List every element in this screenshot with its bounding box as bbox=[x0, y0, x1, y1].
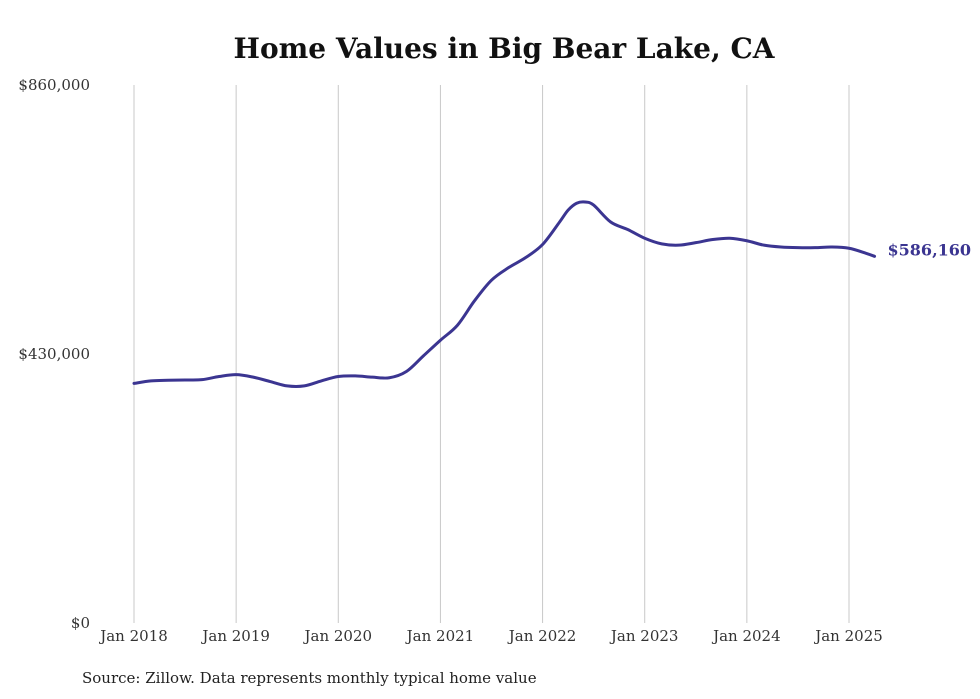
data-point bbox=[371, 376, 374, 379]
data-point bbox=[711, 238, 714, 241]
data-point bbox=[694, 241, 697, 244]
data-point bbox=[456, 324, 459, 327]
data-point bbox=[354, 374, 357, 377]
x-axis: Jan 2018 Jan 2019 Jan 2020 Jan 2021 Jan 2022… bbox=[98, 627, 883, 645]
x-tick-label: Jan 2020 bbox=[303, 627, 373, 645]
data-point bbox=[337, 375, 340, 378]
series-line bbox=[132, 200, 877, 388]
x-tick-label: Jan 2024 bbox=[711, 627, 781, 645]
end-value-label: $586,160 bbox=[888, 240, 972, 259]
x-tick-label: Jan 2021 bbox=[405, 627, 475, 645]
data-point bbox=[133, 382, 136, 385]
series-layer: $586,160 bbox=[132, 200, 972, 388]
grid-lines bbox=[133, 85, 850, 623]
x-tick-label: Jan 2025 bbox=[813, 627, 883, 645]
data-point bbox=[269, 380, 272, 383]
data-point bbox=[626, 228, 629, 231]
y-tick-label: $430,000 bbox=[18, 345, 90, 363]
data-point bbox=[218, 375, 221, 378]
data-point bbox=[592, 204, 595, 207]
x-tick-label: Jan 2022 bbox=[507, 627, 577, 645]
data-point bbox=[507, 266, 510, 269]
data-point bbox=[609, 221, 612, 224]
data-point bbox=[150, 379, 153, 382]
data-point bbox=[575, 202, 578, 205]
data-point bbox=[473, 299, 476, 302]
data-point bbox=[252, 376, 255, 379]
data-point bbox=[303, 384, 306, 387]
data-point bbox=[286, 384, 289, 387]
data-point bbox=[388, 376, 391, 379]
x-tick-label: Jan 2023 bbox=[609, 627, 679, 645]
data-point bbox=[660, 242, 663, 245]
data-point bbox=[184, 378, 187, 381]
data-point bbox=[320, 379, 323, 382]
data-point bbox=[541, 243, 544, 246]
data-point bbox=[235, 373, 238, 376]
data-point bbox=[677, 244, 680, 247]
y-axis: $860,000 $430,000 $0 bbox=[18, 76, 90, 632]
chart-title: Home Values in Big Bear Lake, CA bbox=[234, 32, 776, 65]
data-point bbox=[558, 221, 561, 224]
data-point bbox=[422, 354, 425, 357]
data-point bbox=[584, 200, 587, 203]
data-point bbox=[873, 255, 876, 258]
data-point bbox=[490, 279, 493, 282]
data-point bbox=[524, 256, 527, 259]
data-point bbox=[643, 237, 646, 240]
data-point bbox=[728, 237, 731, 240]
data-point bbox=[779, 246, 782, 249]
y-tick-label: $0 bbox=[71, 614, 90, 632]
data-point bbox=[848, 247, 851, 250]
data-point bbox=[567, 209, 570, 212]
data-point bbox=[762, 244, 765, 247]
data-point bbox=[167, 379, 170, 382]
y-tick-label: $860,000 bbox=[18, 76, 90, 94]
x-tick-label: Jan 2018 bbox=[98, 627, 168, 645]
data-point bbox=[745, 239, 748, 242]
data-point bbox=[830, 246, 833, 249]
source-note: Source: Zillow. Data represents monthly … bbox=[82, 669, 537, 687]
x-tick-label: Jan 2019 bbox=[200, 627, 270, 645]
data-point bbox=[439, 339, 442, 342]
data-point bbox=[796, 246, 799, 249]
data-point bbox=[201, 378, 204, 381]
data-point bbox=[865, 252, 868, 255]
data-point bbox=[813, 246, 816, 249]
data-point bbox=[405, 370, 408, 373]
